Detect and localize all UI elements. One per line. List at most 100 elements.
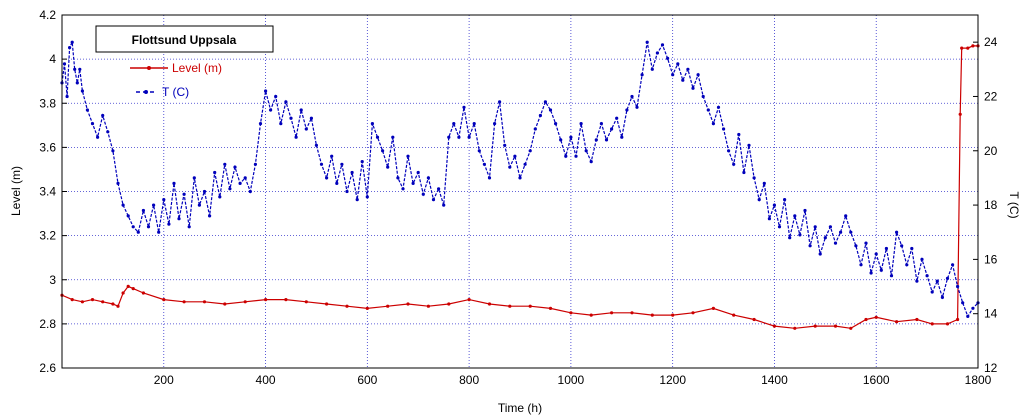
- y2-tick-label: 12: [984, 361, 998, 375]
- x-tick-label: 1400: [761, 373, 788, 387]
- level-data-point: [406, 302, 410, 306]
- level-data-point: [569, 311, 573, 315]
- temperature-data-point: [701, 94, 705, 99]
- temperature-data-point: [945, 276, 950, 280]
- temperature-data-point: [304, 127, 308, 131]
- x-tick-label: 1600: [863, 373, 890, 387]
- temperature-data-point: [208, 214, 212, 218]
- level-data-point: [426, 304, 430, 308]
- temperature-data-point: [889, 274, 894, 278]
- level-data-point: [345, 304, 349, 308]
- x-tick-label: 200: [154, 373, 174, 387]
- y-tick-label: 3.6: [39, 140, 56, 154]
- legend-level-label: Level (m): [172, 61, 222, 75]
- temperature-data-point: [554, 122, 558, 126]
- temperature-data-point: [961, 301, 965, 305]
- temperature-data-point: [447, 135, 451, 139]
- temperature-data-point: [452, 122, 456, 126]
- temperature-data-point: [213, 170, 217, 175]
- temperature-data-point: [264, 89, 268, 93]
- level-data-point: [111, 302, 115, 306]
- temperature-data-point: [498, 100, 502, 104]
- y-tick-label: 3: [49, 273, 56, 287]
- temperature-data-point: [951, 263, 955, 267]
- temperature-data-point: [187, 225, 191, 229]
- temperature-data-point: [813, 225, 817, 229]
- temperature-data-point: [905, 263, 909, 267]
- level-data-point: [508, 304, 512, 308]
- temperature-data-point: [625, 108, 629, 112]
- temperature-data-point: [711, 122, 716, 126]
- temperature-data-point: [696, 73, 700, 77]
- legend-temp-marker: [144, 90, 148, 94]
- temperature-data-point: [681, 78, 685, 82]
- temperature-data-point: [340, 162, 344, 166]
- temperature-data-point: [279, 122, 283, 126]
- level-data-point: [202, 300, 207, 304]
- temperature-data-point: [238, 181, 242, 185]
- temperature-data-point: [258, 122, 263, 126]
- level-data-point: [958, 112, 962, 116]
- level-data-point: [101, 300, 105, 304]
- legend-level-marker: [147, 66, 151, 70]
- y-tick-label: 4.2: [39, 8, 56, 22]
- temperature-data-point: [375, 135, 380, 139]
- temperature-data-point: [762, 181, 766, 185]
- temperature-data-point: [116, 181, 120, 185]
- temperature-data-point: [243, 176, 247, 180]
- temperature-data-point: [645, 40, 649, 44]
- temperature-data-point: [431, 198, 436, 202]
- temperature-data-point: [747, 143, 751, 147]
- level-data-point: [264, 298, 268, 302]
- temperature-data-point: [487, 176, 492, 180]
- temperature-data-point: [416, 170, 420, 175]
- temperature-data-point: [421, 192, 425, 196]
- level-data-point: [325, 302, 329, 306]
- temperature-data-point: [559, 138, 563, 142]
- y2-tick-label: 24: [984, 35, 998, 49]
- temperature-data-point: [289, 116, 293, 120]
- series-layer: [60, 39, 980, 330]
- legend-title: Flottsund Uppsala: [132, 33, 237, 47]
- temperature-data-point: [849, 230, 853, 234]
- temperature-data-point: [757, 198, 761, 202]
- temperature-data-point: [635, 105, 639, 109]
- temperature-data-point: [411, 181, 415, 185]
- y2-tick-label: 22: [984, 89, 998, 103]
- temperature-data-point: [528, 149, 532, 153]
- temperature-data-point: [594, 138, 598, 142]
- y-tick-label: 3.4: [39, 185, 56, 199]
- temperature-data-point: [839, 230, 843, 234]
- level-data-point: [960, 46, 964, 50]
- level-data-point: [650, 313, 654, 317]
- temperature-data-point: [437, 187, 441, 191]
- temperature-data-point: [325, 176, 329, 180]
- temperature-data-point: [90, 122, 95, 126]
- temperature-data-point: [620, 135, 624, 139]
- temperature-data-point: [253, 162, 257, 166]
- temperature-data-point: [548, 108, 553, 112]
- level-data-point: [874, 315, 878, 319]
- temperature-data-point: [274, 94, 278, 99]
- temperature-data-point: [68, 46, 72, 50]
- legend: Flottsund Uppsala Level (m) T (C): [95, 25, 274, 99]
- temperature-data-point: [564, 154, 568, 158]
- temperature-data-point: [666, 56, 670, 61]
- temperature-data-point: [574, 154, 578, 158]
- x-tick-label: 600: [357, 373, 377, 387]
- temperature-data-point: [472, 122, 476, 126]
- temperature-data-point: [610, 127, 614, 131]
- level-data-point: [671, 313, 675, 317]
- level-data-point: [915, 317, 919, 322]
- temperature-data-point: [182, 192, 186, 196]
- temperature-data-point: [584, 149, 588, 153]
- temperature-data-point: [523, 162, 527, 166]
- level-data-point: [548, 306, 553, 310]
- level-data-point: [126, 284, 130, 288]
- temperature-data-point: [370, 122, 374, 126]
- temperature-data-point: [284, 100, 288, 104]
- level-data-point: [966, 46, 970, 50]
- level-data-point: [589, 313, 593, 317]
- temperature-data-point: [503, 143, 507, 147]
- temperature-data-point: [73, 67, 77, 71]
